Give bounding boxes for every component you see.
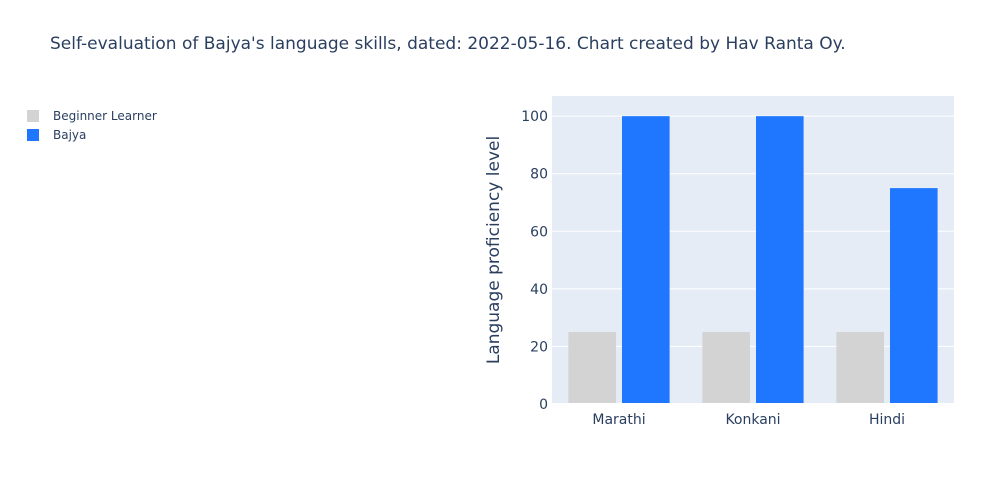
- x-tick-label: Konkani: [725, 412, 780, 428]
- legend-item-beginner-learner[interactable]: Beginner Learner: [24, 106, 157, 125]
- y-tick-label: 60: [530, 224, 548, 240]
- bar-bajya-hindi: [890, 188, 938, 404]
- chart-title: Self-evaluation of Bajya's language skil…: [50, 34, 846, 54]
- x-tick-label: Marathi: [592, 412, 645, 428]
- bar-beginner-learner-marathi: [568, 332, 616, 404]
- legend-label-bajya: Bajya: [53, 127, 87, 142]
- bar-beginner-learner-hindi: [836, 332, 884, 404]
- y-tick-label: 100: [521, 109, 548, 125]
- legend[interactable]: Beginner Learner Bajya: [24, 106, 157, 144]
- bar-beginner-learner-konkani: [702, 332, 750, 404]
- legend-swatch-bajya: [27, 128, 39, 141]
- legend-label-beginner-learner: Beginner Learner: [53, 108, 157, 123]
- plot-area: [552, 96, 954, 404]
- y-tick-label: 40: [530, 282, 548, 298]
- bar-bajya-marathi: [622, 116, 670, 404]
- y-tick-label: 80: [530, 167, 548, 183]
- legend-swatch-beginner-learner: [27, 109, 39, 122]
- x-tick-label: Hindi: [869, 412, 905, 428]
- y-axis-label: Language proficiency level: [484, 136, 504, 364]
- y-tick-label: 0: [539, 397, 548, 413]
- legend-item-bajya[interactable]: Bajya: [24, 125, 157, 144]
- y-tick-label: 20: [530, 339, 548, 355]
- bar-bajya-konkani: [756, 116, 804, 404]
